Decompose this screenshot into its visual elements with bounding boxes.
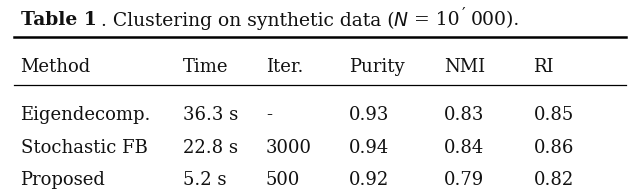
Text: -: - — [266, 106, 272, 124]
Text: Stochastic FB: Stochastic FB — [20, 139, 147, 157]
Text: Purity: Purity — [349, 58, 404, 76]
Text: 0.86: 0.86 — [534, 139, 574, 157]
Text: 0.92: 0.92 — [349, 171, 389, 189]
Text: Proposed: Proposed — [20, 171, 106, 189]
Text: 0.79: 0.79 — [444, 171, 484, 189]
Text: 0.93: 0.93 — [349, 106, 389, 124]
Text: 3000: 3000 — [266, 139, 312, 157]
Text: NMI: NMI — [444, 58, 485, 76]
Text: = 10: = 10 — [408, 11, 460, 29]
Text: 0.83: 0.83 — [444, 106, 484, 124]
Text: 0.82: 0.82 — [534, 171, 573, 189]
Text: 0.94: 0.94 — [349, 139, 389, 157]
Text: Time: Time — [183, 58, 228, 76]
Text: Iter.: Iter. — [266, 58, 303, 76]
Text: 0.85: 0.85 — [534, 106, 573, 124]
Text: . Clustering on synthetic data (: . Clustering on synthetic data ( — [101, 11, 395, 30]
Text: 000).: 000). — [471, 11, 520, 29]
Text: ′: ′ — [461, 6, 465, 23]
Text: RI: RI — [534, 58, 554, 76]
Text: 22.8 s: 22.8 s — [183, 139, 238, 157]
Text: $N$: $N$ — [393, 11, 408, 30]
Text: Table 1: Table 1 — [20, 11, 97, 29]
Text: 0.84: 0.84 — [444, 139, 484, 157]
Text: 5.2 s: 5.2 s — [183, 171, 227, 189]
Text: 36.3 s: 36.3 s — [183, 106, 238, 124]
Text: Method: Method — [20, 58, 91, 76]
Text: Eigendecomp.: Eigendecomp. — [20, 106, 151, 124]
Text: 500: 500 — [266, 171, 300, 189]
